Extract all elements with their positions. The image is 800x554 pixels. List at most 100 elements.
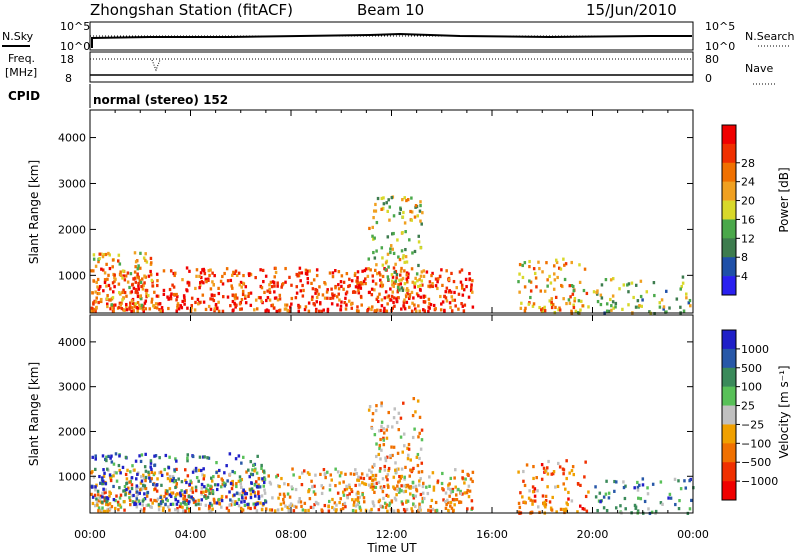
radar-cell xyxy=(186,281,189,285)
radar-cell xyxy=(149,273,153,277)
radar-cell xyxy=(253,491,257,495)
radar-cell xyxy=(403,444,406,448)
radar-cell xyxy=(319,472,322,477)
radar-cell xyxy=(220,505,223,509)
radar-cell xyxy=(92,269,95,273)
radar-cell xyxy=(160,483,163,487)
radar-cell xyxy=(150,470,154,475)
radar-cell xyxy=(142,283,145,288)
radar-cell xyxy=(403,269,406,273)
colorbar-tick-label: 500 xyxy=(741,362,762,375)
radar-cell xyxy=(387,468,390,473)
colorbar-tick-label: 20 xyxy=(741,195,755,208)
radar-cell xyxy=(229,304,232,308)
radar-cell xyxy=(359,476,363,480)
radar-cell xyxy=(120,301,123,305)
radar-cell xyxy=(151,284,154,288)
radar-cell xyxy=(392,214,396,218)
radar-cell xyxy=(141,277,144,281)
radar-cell xyxy=(152,304,156,308)
radar-cell xyxy=(428,484,431,488)
radar-cell xyxy=(370,293,374,297)
radar-cell xyxy=(234,305,237,309)
radar-cell xyxy=(194,499,197,503)
radar-cell xyxy=(386,494,390,498)
radar-cell xyxy=(176,294,179,299)
radar-cell xyxy=(161,309,164,313)
radar-cell xyxy=(231,494,235,498)
radar-cell xyxy=(240,485,243,489)
radar-cell xyxy=(216,306,219,310)
radar-cell xyxy=(419,219,422,223)
radar-cell xyxy=(153,498,156,503)
radar-cell xyxy=(359,281,363,285)
radar-cell xyxy=(175,309,178,313)
radar-cell xyxy=(169,297,173,301)
radar-cell xyxy=(110,505,114,509)
radar-cell xyxy=(194,286,197,291)
radar-cell xyxy=(226,279,230,283)
radar-cell xyxy=(131,283,134,287)
radar-cell xyxy=(395,272,399,277)
radar-cell xyxy=(405,260,409,264)
radar-cell xyxy=(327,504,330,509)
radar-cell xyxy=(260,299,263,303)
radar-cell xyxy=(147,470,150,474)
radar-cell xyxy=(550,302,553,306)
radar-cell xyxy=(367,267,370,271)
radar-cell xyxy=(403,298,406,302)
radar-cell xyxy=(378,292,381,296)
radar-cell xyxy=(614,305,617,309)
radar-cell xyxy=(234,457,238,461)
radar-cell xyxy=(623,496,627,501)
radar-cell xyxy=(572,303,575,307)
radar-cell xyxy=(370,470,373,474)
radar-cell xyxy=(257,483,260,487)
radar-cell xyxy=(200,498,204,502)
radar-cell xyxy=(541,309,544,313)
radar-cell xyxy=(252,502,255,506)
radar-cell xyxy=(280,476,283,481)
radar-cell xyxy=(150,278,154,283)
radar-cell xyxy=(298,266,302,270)
radar-cell xyxy=(243,492,247,496)
radar-cell xyxy=(558,308,562,312)
radar-cell xyxy=(525,463,529,467)
radar-cell xyxy=(171,491,175,495)
radar-cell xyxy=(268,298,272,302)
radar-cell xyxy=(177,307,181,311)
radar-cell xyxy=(134,280,138,284)
radar-cell xyxy=(267,474,270,478)
radar-cell xyxy=(636,485,640,490)
radar-cell xyxy=(402,254,405,258)
radar-cell xyxy=(233,471,237,475)
radar-cell xyxy=(194,466,198,471)
radar-cell xyxy=(645,290,649,294)
radar-cell xyxy=(380,424,383,428)
radar-cell xyxy=(99,500,103,504)
radar-cell xyxy=(139,306,142,310)
radar-cell xyxy=(139,266,142,270)
radar-cell xyxy=(289,305,292,309)
radar-cell xyxy=(394,498,398,502)
radar-cell xyxy=(194,489,198,493)
radar-cell xyxy=(412,496,416,500)
radar-cell xyxy=(99,481,102,485)
radar-cell xyxy=(220,477,223,481)
radar-cell xyxy=(447,483,450,487)
radar-cell xyxy=(533,494,537,498)
radar-cell xyxy=(143,274,146,278)
radar-cell xyxy=(521,263,524,268)
radar-cell xyxy=(122,288,125,292)
radar-cell xyxy=(524,306,527,310)
radar-cell xyxy=(382,438,386,442)
radar-cell xyxy=(377,480,381,485)
radar-cell xyxy=(250,481,253,485)
radar-cell xyxy=(395,300,399,304)
radar-cell xyxy=(328,483,332,487)
radar-cell xyxy=(174,508,177,512)
radar-cell xyxy=(463,491,467,495)
colorbar-segment xyxy=(722,181,736,201)
radar-cell xyxy=(388,504,391,508)
